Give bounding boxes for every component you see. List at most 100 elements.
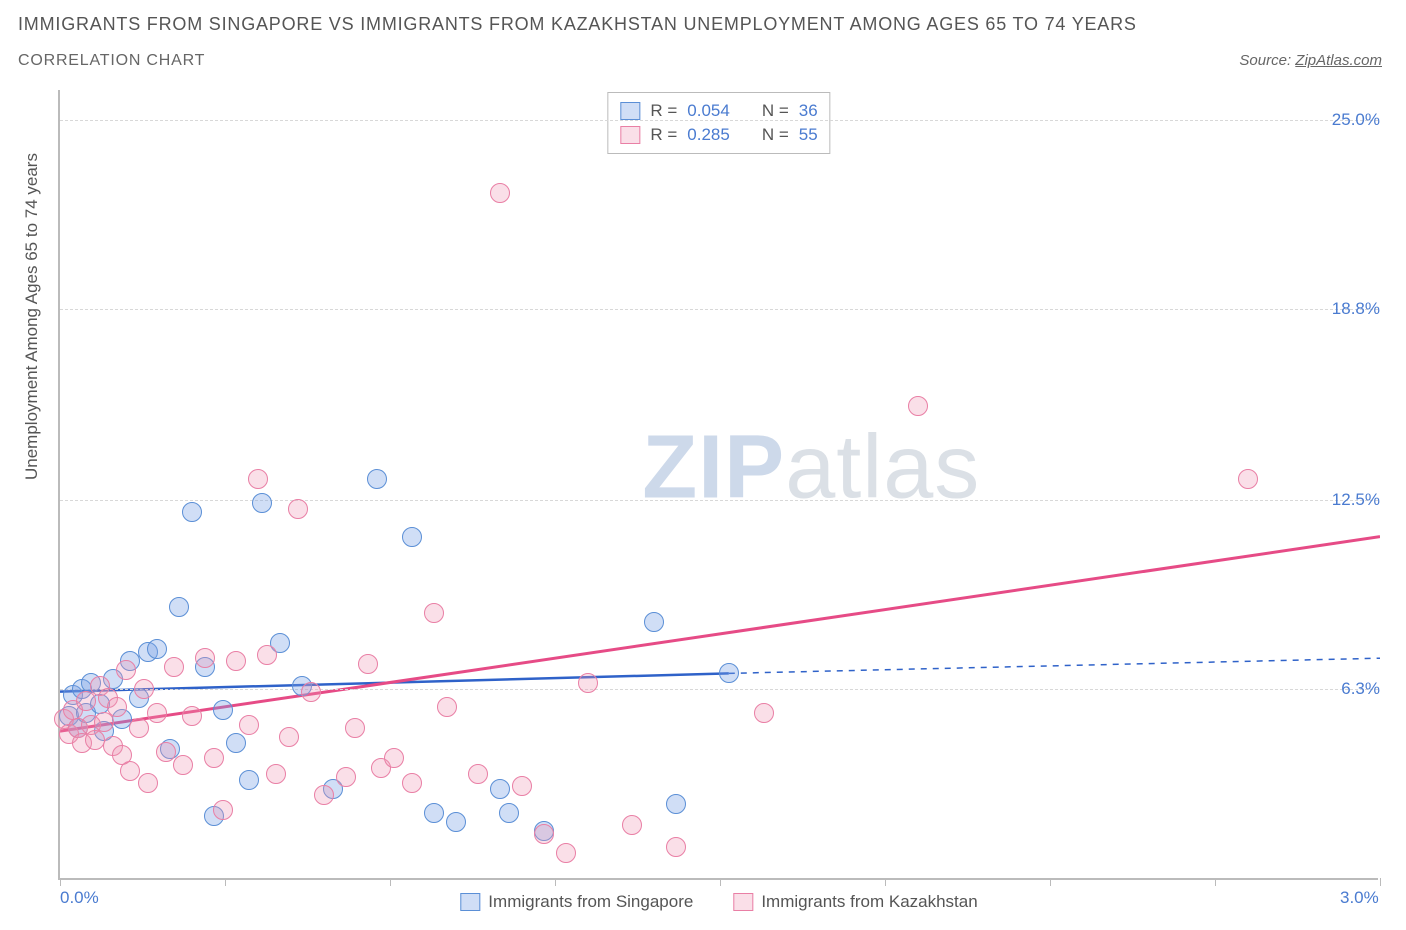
y-tick-label: 12.5% — [1332, 490, 1380, 510]
x-tick — [1380, 878, 1381, 886]
gridline — [60, 120, 1378, 121]
legend-stat-row: R = 0.285 N = 55 — [620, 123, 817, 147]
y-tick-label: 6.3% — [1341, 679, 1380, 699]
scatter-point — [754, 703, 774, 723]
scatter-point — [107, 697, 127, 717]
x-tick — [1215, 878, 1216, 886]
scatter-point — [512, 776, 532, 796]
scatter-point — [156, 742, 176, 762]
scatter-point — [908, 396, 928, 416]
legend-swatch — [620, 102, 640, 120]
scatter-point — [534, 824, 554, 844]
scatter-point — [116, 660, 136, 680]
gridline — [60, 309, 1378, 310]
legend-series-label: Immigrants from Singapore — [488, 892, 693, 912]
scatter-point — [164, 657, 184, 677]
x-tick — [1050, 878, 1051, 886]
scatter-point — [336, 767, 356, 787]
scatter-point — [301, 682, 321, 702]
scatter-point — [239, 770, 259, 790]
n-value: 36 — [799, 101, 818, 121]
scatter-point — [468, 764, 488, 784]
scatter-point — [402, 527, 422, 547]
r-label: R = — [650, 125, 677, 145]
source-link[interactable]: ZipAtlas.com — [1295, 52, 1382, 69]
scatter-point — [257, 645, 277, 665]
scatter-point — [719, 663, 739, 683]
scatter-point — [402, 773, 422, 793]
scatter-point — [424, 603, 444, 623]
scatter-point — [182, 502, 202, 522]
y-tick-label: 25.0% — [1332, 110, 1380, 130]
scatter-point — [248, 469, 268, 489]
plot-area: ZIPatlas R = 0.054N = 36R = 0.285N = 55 … — [58, 90, 1378, 880]
chart-subtitle: CORRELATION CHART — [18, 52, 205, 70]
x-tick-label: 0.0% — [60, 888, 99, 908]
x-tick-label: 3.0% — [1340, 888, 1379, 908]
scatter-point — [204, 748, 224, 768]
legend-series-item: Immigrants from Singapore — [460, 892, 693, 912]
scatter-point — [213, 800, 233, 820]
scatter-point — [134, 679, 154, 699]
x-tick — [390, 878, 391, 886]
scatter-point — [446, 812, 466, 832]
legend-swatch — [733, 893, 753, 911]
scatter-point — [578, 673, 598, 693]
scatter-point — [288, 499, 308, 519]
scatter-point — [226, 733, 246, 753]
scatter-point — [384, 748, 404, 768]
scatter-point — [169, 597, 189, 617]
n-label: N = — [762, 125, 789, 145]
scatter-point — [112, 745, 132, 765]
scatter-point — [195, 648, 215, 668]
scatter-point — [173, 755, 193, 775]
y-tick-label: 18.8% — [1332, 299, 1380, 319]
scatter-point — [314, 785, 334, 805]
x-tick — [885, 878, 886, 886]
source-citation: Source: ZipAtlas.com — [1239, 52, 1382, 69]
scatter-point — [129, 718, 149, 738]
source-prefix: Source: — [1239, 52, 1295, 69]
scatter-point — [490, 779, 510, 799]
legend-swatch — [460, 893, 480, 911]
watermark: ZIPatlas — [642, 417, 980, 520]
watermark-rest: atlas — [785, 418, 980, 518]
scatter-point — [182, 706, 202, 726]
legend-swatch — [620, 126, 640, 144]
n-value: 55 — [799, 125, 818, 145]
x-tick — [720, 878, 721, 886]
chart-container: IMMIGRANTS FROM SINGAPORE VS IMMIGRANTS … — [0, 0, 1406, 930]
scatter-point — [622, 815, 642, 835]
n-label: N = — [762, 101, 789, 121]
scatter-point — [147, 703, 167, 723]
scatter-point — [266, 764, 286, 784]
scatter-point — [556, 843, 576, 863]
scatter-point — [666, 794, 686, 814]
legend-stats: R = 0.054 N = 36 R = 0.285 N = 55 — [607, 92, 830, 154]
r-label: R = — [650, 101, 677, 121]
r-value: 0.285 — [687, 125, 730, 145]
legend-series-item: Immigrants from Kazakhstan — [733, 892, 977, 912]
scatter-point — [252, 493, 272, 513]
scatter-point — [367, 469, 387, 489]
scatter-point — [499, 803, 519, 823]
scatter-point — [358, 654, 378, 674]
scatter-point — [1238, 469, 1258, 489]
gridline — [60, 689, 1378, 690]
scatter-point — [226, 651, 246, 671]
scatter-point — [666, 837, 686, 857]
scatter-point — [644, 612, 664, 632]
scatter-point — [279, 727, 299, 747]
x-tick — [555, 878, 556, 886]
legend-series-label: Immigrants from Kazakhstan — [761, 892, 977, 912]
chart-title: IMMIGRANTS FROM SINGAPORE VS IMMIGRANTS … — [18, 14, 1137, 35]
scatter-point — [424, 803, 444, 823]
scatter-point — [239, 715, 259, 735]
scatter-point — [147, 639, 167, 659]
x-tick — [225, 878, 226, 886]
legend-series: Immigrants from Singapore Immigrants from… — [460, 892, 977, 912]
scatter-point — [213, 700, 233, 720]
r-value: 0.054 — [687, 101, 730, 121]
scatter-point — [437, 697, 457, 717]
scatter-point — [138, 773, 158, 793]
